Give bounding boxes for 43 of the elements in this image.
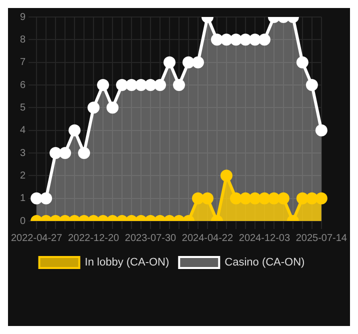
- point: [78, 147, 90, 159]
- point: [97, 79, 110, 91]
- point: [154, 79, 166, 91]
- y-tick-label: 5: [20, 102, 26, 114]
- point: [258, 34, 270, 46]
- point: [182, 56, 194, 68]
- point: [173, 79, 185, 91]
- x-tick-label: 2022-04-27: [11, 232, 63, 244]
- point: [296, 56, 308, 68]
- y-tick-label: 9: [20, 12, 26, 23]
- x-tick-label: 2025-07-14: [296, 232, 348, 244]
- point: [210, 34, 223, 46]
- y-tick-label: 3: [20, 148, 26, 159]
- point: [192, 56, 204, 68]
- x-tick-label: 2024-12-03: [238, 232, 290, 244]
- y-tick-label: 1: [20, 193, 26, 204]
- point: [116, 79, 128, 91]
- point: [144, 79, 157, 91]
- y-tick-label: 2: [20, 170, 26, 182]
- point: [106, 102, 119, 114]
- y-tick-label: 0: [20, 216, 26, 227]
- x-tick-label: 2024-04-22: [182, 232, 234, 244]
- y-tick-label: 4: [20, 125, 26, 136]
- x-tick-label: 2023-07-30: [124, 232, 177, 244]
- point: [88, 102, 100, 114]
- point: [239, 34, 252, 46]
- y-tick-label: 8: [20, 34, 26, 46]
- x-tick-label: 2022-12-20: [68, 232, 120, 244]
- point: [135, 79, 148, 91]
- point: [220, 34, 232, 46]
- point: [164, 56, 176, 68]
- point: [248, 34, 261, 46]
- point: [315, 124, 328, 136]
- point: [306, 79, 318, 91]
- point: [68, 124, 81, 136]
- point: [230, 34, 242, 46]
- y-tick-label: 6: [20, 80, 26, 91]
- point: [59, 147, 72, 159]
- point: [50, 147, 62, 159]
- point: [126, 79, 138, 91]
- legend-label: Casino (CA-ON): [224, 256, 305, 269]
- legend-label: In lobby (CA-ON): [84, 256, 170, 269]
- y-tick-label: 7: [20, 57, 26, 68]
